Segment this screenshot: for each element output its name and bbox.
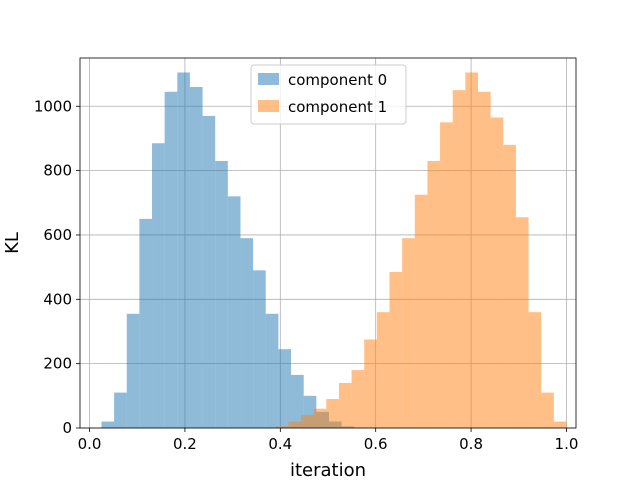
histogram-bar-component-0 [101,421,115,428]
y-tick-label: 200 [43,355,72,373]
histogram-bar-component-1 [427,160,441,428]
legend-swatch-component-0 [258,73,279,85]
histogram-bar-component-0 [177,72,190,428]
x-tick-label: 0.0 [78,435,102,453]
histogram-bar-component-0 [265,313,279,428]
histogram-bar-component-1 [490,117,504,429]
histogram-bar-component-1 [376,312,390,428]
histogram-bar-component-1 [414,194,428,428]
x-tick-label: 0.4 [268,435,292,453]
x-axis-label: iteration [290,460,366,480]
legend-swatch-component-1 [258,100,279,112]
histogram-bar-component-1 [477,91,491,429]
histogram-bar-component-1 [465,72,478,428]
histogram-bar-component-1 [364,339,377,428]
x-tick-label: 1.0 [555,435,579,453]
axis-ticks: 0.0 0.2 0.4 0.6 0.8 1.0 0 200 400 600 800 1000 [34,97,579,453]
histogram-bar-component-1 [515,217,529,428]
histogram-bar-component-0 [278,349,292,428]
histogram-bar-component-0 [253,270,266,428]
histogram-bar-component-0 [139,218,153,428]
legend-frame [250,64,407,125]
y-tick-label: 0 [62,419,72,437]
histogram-bar-component-1 [338,382,352,428]
y-axis-label: KL [2,232,23,254]
histogram-bar-component-1 [288,421,302,428]
legend: component 0 component 1 [250,64,407,125]
histogram-bar-component-1 [351,370,365,428]
histogram-bar-component-1 [553,421,567,428]
histogram-bar-component-0 [152,143,165,428]
x-tick-label: 0.2 [173,435,197,453]
y-tick-label: 1000 [34,97,72,115]
plot-area-frame [79,57,577,429]
histogram-bars [101,72,567,429]
x-tick-label: 0.6 [364,435,388,453]
histogram-bar-component-0 [227,196,241,428]
y-tick-label: 800 [43,162,72,180]
legend-label-component-1: component 1 [288,98,387,116]
histogram-bar-component-0 [126,313,140,428]
histogram-bar-component-0 [215,160,228,428]
histogram-bar-component-1 [541,392,554,428]
histogram-bar-component-1 [301,415,314,428]
histogram-bar-component-1 [326,399,339,428]
histogram-bar-component-1 [440,122,453,428]
x-tick-label: 0.8 [459,435,483,453]
histogram-bar-component-1 [313,408,327,428]
histogram-bar-component-1 [503,144,516,428]
histogram-bar-component-1 [528,312,542,428]
histogram-bar-component-0 [291,374,304,428]
histogram-bar-component-1 [402,238,415,428]
y-tick-label: 400 [43,290,72,308]
y-tick-label: 600 [43,226,72,244]
histogram-bar-component-0 [114,392,127,428]
histogram-bar-component-1 [452,90,466,428]
histogram-bar-component-1 [275,426,289,428]
histogram-bar-component-0 [202,115,216,429]
histogram-bar-component-1 [389,271,403,428]
histogram-bar-component-0 [240,238,254,428]
histogram-bar-component-0 [164,91,178,429]
histogram-bar-component-0 [189,86,203,429]
legend-label-component-0: component 0 [288,71,387,89]
